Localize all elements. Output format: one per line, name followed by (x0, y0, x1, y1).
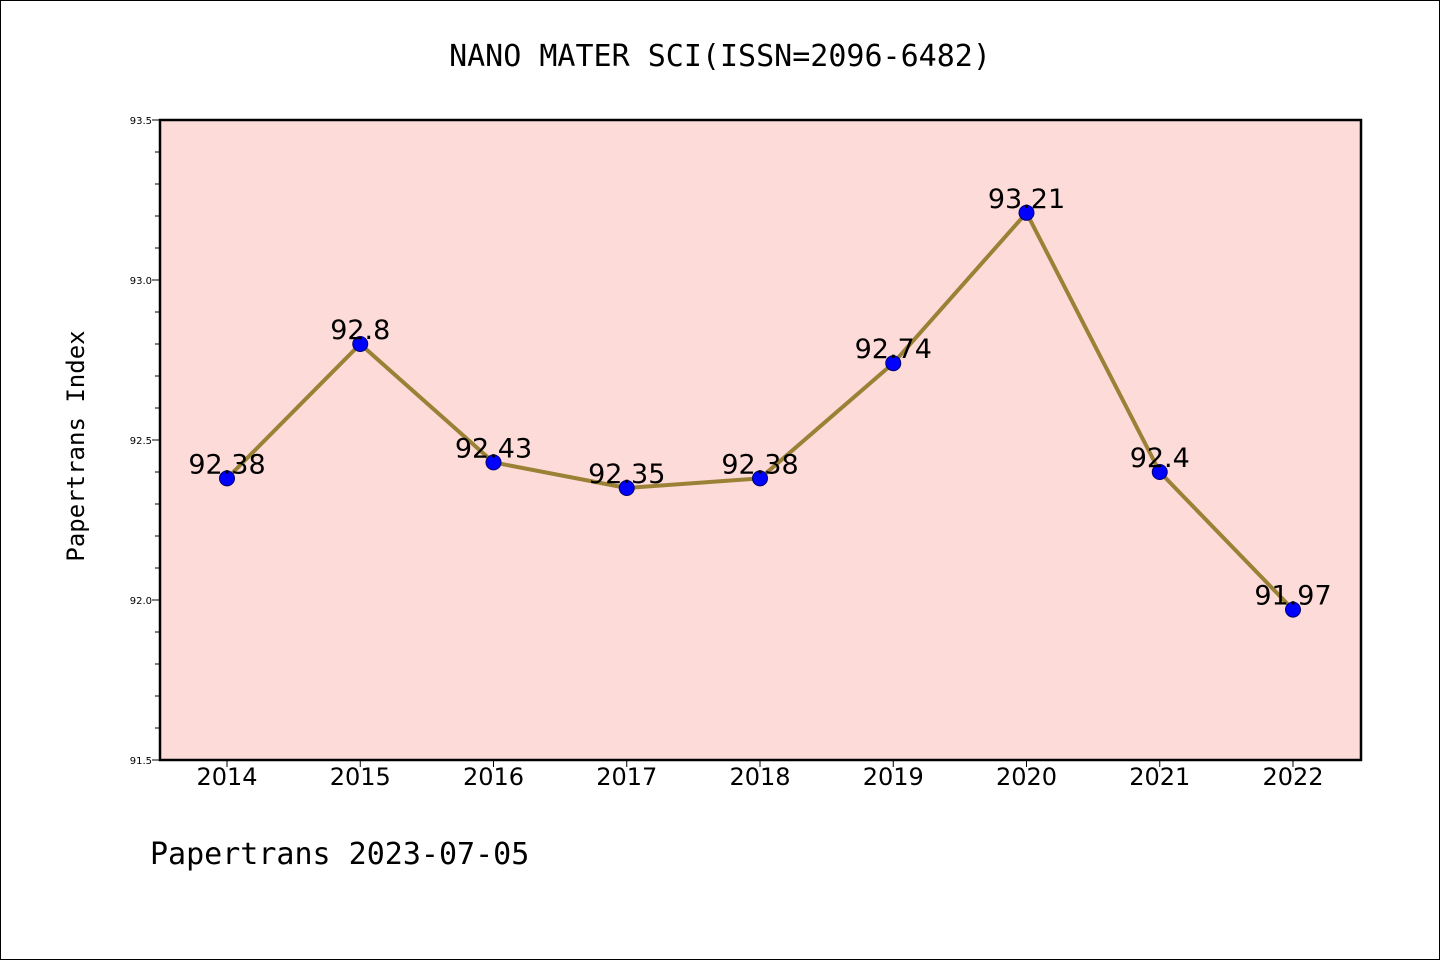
x-tick-label: 2018 (729, 763, 790, 791)
data-point-marker (1285, 601, 1301, 618)
data-label: 91.97 (1254, 581, 1331, 612)
y-tick-label: 91.5 (130, 756, 152, 767)
x-tick-label: 2016 (463, 763, 524, 791)
y-tick-label: 92.5 (130, 436, 152, 447)
data-point-marker (752, 470, 768, 487)
data-label: 92.35 (588, 459, 665, 490)
data-label: 92.38 (721, 449, 798, 480)
y-tick-label: 93.0 (130, 276, 152, 287)
data-label: 92.74 (855, 334, 932, 365)
data-label: 92.8 (330, 315, 390, 346)
data-label: 92.38 (188, 449, 265, 480)
y-tick-label: 92.0 (130, 596, 152, 607)
data-point-marker (1018, 204, 1035, 221)
data-point-marker (219, 470, 235, 487)
axis-ticks: 91.5 92.0 92.5 93.0 93.5 2014 2015 2016 2017 2018… (130, 116, 1324, 791)
chart-title: NANO MATER SCI(ISSN=2096-6482) (449, 39, 991, 74)
series-layer: 92.38 92.8 92.43 92.35 92.38 92.74 93.21 92.4 91… (188, 184, 1332, 618)
x-tick-label: 2022 (1262, 763, 1323, 791)
footer-date-stamp: Papertrans 2023-07-05 (150, 837, 529, 872)
data-point-marker (885, 355, 902, 372)
data-label: 92.43 (455, 433, 532, 464)
data-point-marker (485, 454, 502, 471)
data-point-marker (618, 480, 635, 496)
x-tick-label: 2014 (196, 763, 257, 791)
data-label: 92.4 (1130, 443, 1190, 474)
x-tick-label: 2019 (863, 763, 924, 791)
data-label: 93.21 (988, 184, 1065, 215)
x-tick-label: 2015 (330, 763, 391, 791)
x-tick-label: 2020 (996, 763, 1057, 791)
x-tick-label: 2021 (1129, 763, 1190, 791)
plot-area (158, 118, 1363, 762)
y-axis-label: Papertrans Index (62, 330, 90, 561)
x-tick-label: 2017 (596, 763, 657, 791)
data-point-marker (1151, 464, 1168, 480)
data-point-marker (352, 336, 369, 352)
y-tick-label: 93.5 (130, 116, 152, 127)
